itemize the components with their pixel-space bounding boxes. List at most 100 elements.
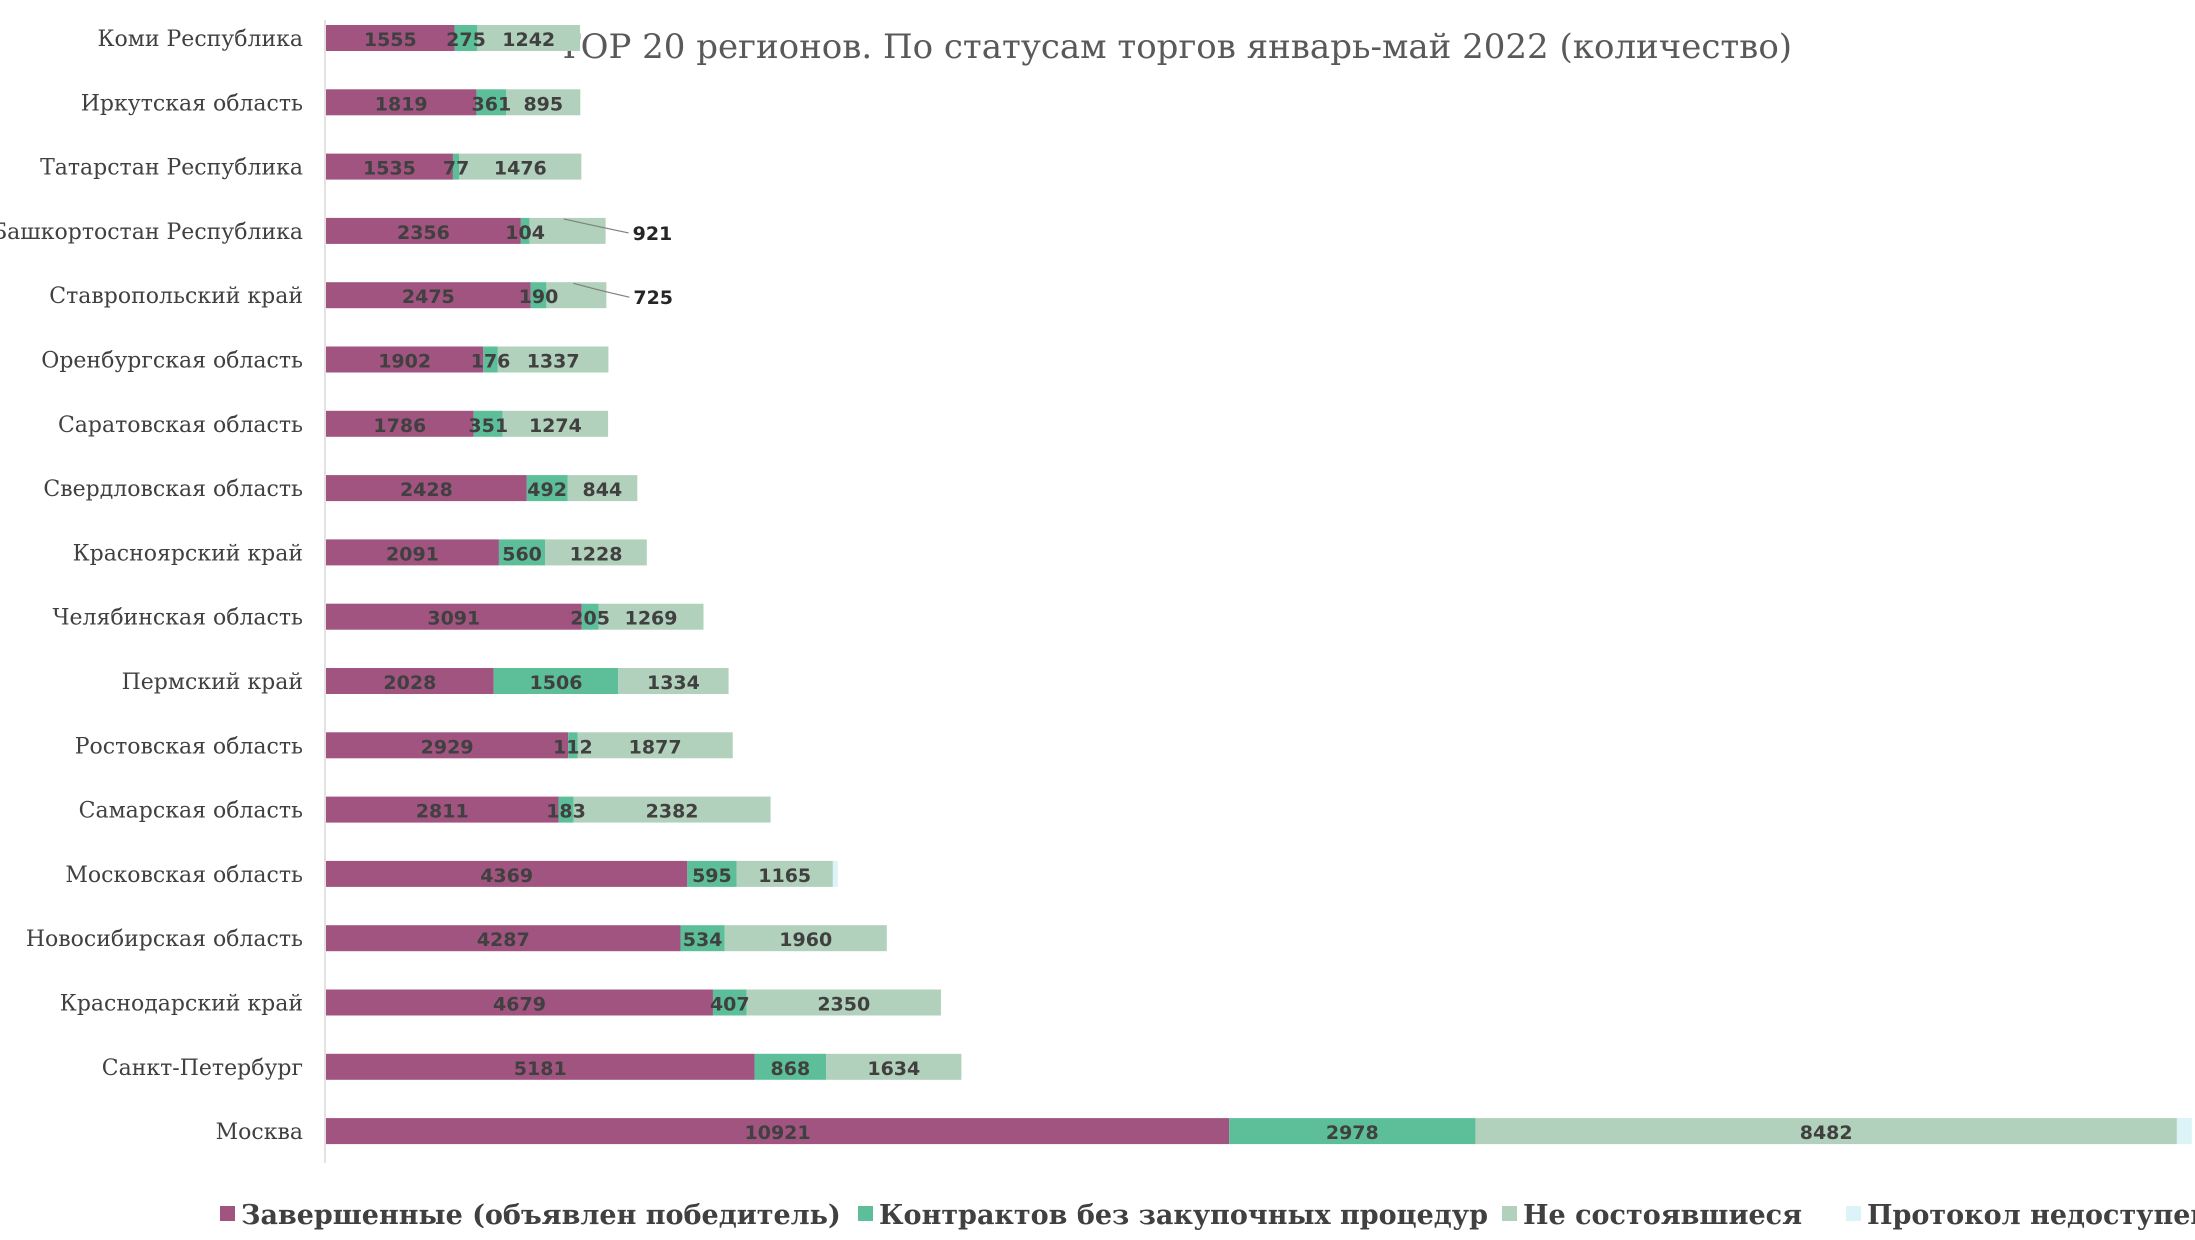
bar-segment: [577, 732, 733, 759]
bar-segment: [326, 796, 559, 823]
data-label: 725: [633, 287, 673, 309]
bar-segment: [530, 282, 547, 309]
data-label: 2978: [1326, 1122, 1379, 1144]
data-label: 190: [519, 286, 559, 308]
category-label: Оренбургская область: [41, 349, 303, 374]
data-labels: 1555 275 1242 1819 361 895 1535 77 1476 2356 104 92…: [363, 29, 1853, 1144]
data-label: 1228: [570, 543, 623, 565]
category-label: Коми Республика: [97, 27, 303, 52]
data-label: 1165: [758, 865, 811, 887]
bar-segment: [687, 860, 737, 887]
bar-segment: [506, 89, 581, 116]
bar-segment: [326, 989, 713, 1016]
data-label: 1786: [373, 415, 426, 437]
leader-line: [573, 282, 630, 298]
bar-segment: [1475, 1118, 2177, 1145]
data-label: 176: [471, 351, 511, 373]
bar-segment: [483, 346, 498, 373]
data-label: 2356: [397, 222, 450, 244]
data-label: 492: [527, 479, 567, 501]
bar-segment: [326, 539, 499, 566]
bar-segment: [473, 410, 503, 437]
category-label: Новосибирская область: [26, 927, 303, 952]
bar-segment: [477, 25, 581, 51]
data-label: 1902: [378, 351, 431, 373]
data-label: 1877: [629, 736, 682, 758]
data-label: 2428: [400, 479, 453, 501]
category-label: Саратовская область: [58, 413, 303, 438]
bar-segment: [326, 475, 527, 502]
data-label: 2350: [817, 994, 870, 1016]
category-labels: Коми Республика Иркутская область Татарста…: [0, 27, 303, 1145]
data-label: 895: [523, 93, 563, 115]
data-label: 4287: [477, 929, 530, 951]
category-label: Красноярский край: [73, 541, 303, 566]
data-label: 361: [472, 93, 512, 115]
bar-segment: [826, 1053, 962, 1080]
data-label: 275: [446, 29, 486, 51]
category-label: Ростовская область: [75, 734, 303, 759]
bar-segment: [832, 860, 838, 887]
data-label: 534: [683, 929, 723, 951]
legend-swatch: [858, 1206, 873, 1221]
data-label: 3091: [427, 608, 480, 630]
bar-segment: [573, 796, 771, 823]
bar-segment: [567, 475, 638, 502]
data-label: 4679: [493, 994, 546, 1016]
bar-segment: [476, 89, 507, 116]
bar-segment: [2176, 1118, 2192, 1145]
bar-segment: [502, 410, 609, 437]
legend-label: Контрактов без закупочных процедур: [879, 1200, 1488, 1231]
bar-segment: [724, 925, 887, 952]
legend-swatch: [220, 1206, 235, 1221]
bar-segment: [326, 860, 688, 887]
category-label: Ставропольский край: [49, 284, 303, 309]
data-label: 1535: [363, 158, 416, 180]
data-label: 5181: [514, 1058, 567, 1080]
bar-segment: [493, 668, 619, 694]
bar-segment: [326, 668, 494, 694]
data-label: 77: [443, 158, 469, 180]
data-label: 844: [583, 479, 623, 501]
data-label: 1476: [494, 158, 547, 180]
bar-segment: [545, 539, 647, 566]
category-label: Иркутская область: [81, 91, 303, 116]
data-label: 407: [710, 994, 750, 1016]
category-label: Санкт-Петербург: [102, 1056, 303, 1081]
bar-segment: [326, 89, 477, 116]
category-label: Челябинская область: [52, 606, 303, 631]
bar-segment: [712, 989, 747, 1016]
bar-segment: [546, 282, 607, 309]
data-label: 183: [546, 801, 586, 823]
bar-segment: [326, 603, 582, 630]
category-label: Москва: [216, 1120, 303, 1145]
category-label: Башкортостан Республика: [0, 220, 303, 245]
data-label: 2382: [646, 801, 699, 823]
legend-label: Не состоявшиеся: [1523, 1200, 1802, 1231]
bar-segment: [746, 989, 941, 1016]
bar-segment: [1229, 1118, 1476, 1145]
data-label: 1819: [375, 93, 428, 115]
chart-title: TOP 20 регионов. По статусам торгов янва…: [558, 27, 1792, 67]
data-label: 1960: [779, 929, 832, 951]
data-label: 1337: [527, 351, 580, 373]
bar-segment: [497, 346, 609, 373]
bar-segment: [529, 217, 606, 244]
category-label: Пермский край: [122, 670, 303, 695]
data-label: 112: [553, 736, 593, 758]
bar-segment: [326, 410, 474, 437]
data-label: 921: [633, 223, 673, 245]
data-label: 1334: [647, 672, 700, 694]
bar-series-group: [326, 25, 2192, 1145]
legend-label: Завершенные (объявлен победитель): [241, 1200, 841, 1231]
data-label: 1274: [529, 415, 582, 437]
data-label: 8482: [1800, 1122, 1853, 1144]
bar-segment: [520, 217, 530, 244]
data-label: 2091: [386, 543, 439, 565]
bar-segment: [454, 25, 478, 51]
data-label: 1555: [364, 29, 417, 51]
bar-segment: [326, 153, 453, 180]
bar-segment: [326, 1118, 1230, 1145]
bar-segment: [326, 217, 521, 244]
